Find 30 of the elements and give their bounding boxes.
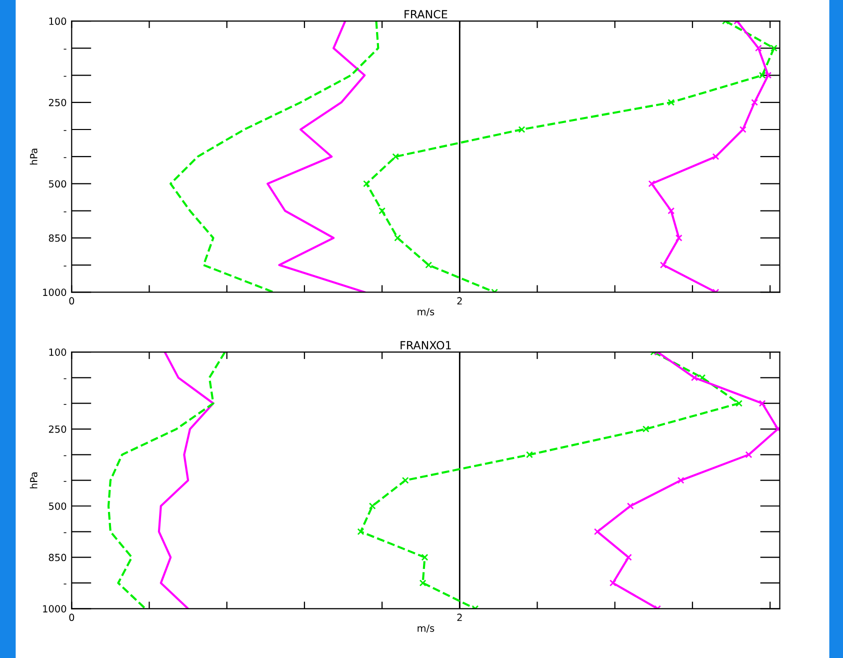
- y-tick-label: -: [64, 211, 66, 212]
- x-tick-label: 2: [457, 614, 462, 621]
- y-tick-label: 250: [48, 425, 66, 433]
- chart-title: FRANXO1: [400, 341, 451, 350]
- x-axis-title: m/s: [418, 624, 434, 633]
- y-tick-label: -: [64, 76, 66, 77]
- y-axis-title: hPa: [30, 148, 38, 164]
- x-axis-title: m/s: [418, 308, 434, 316]
- y-tick-label: 850: [48, 234, 66, 242]
- y-tick-label: 1000: [43, 288, 66, 296]
- y-tick-label: 500: [48, 502, 66, 510]
- y-tick-label: -: [64, 157, 66, 158]
- x-tick-label: 0: [69, 297, 74, 305]
- y-tick-label: -: [64, 404, 66, 405]
- y-tick-label: 1000: [43, 605, 66, 612]
- y-tick-label: 250: [48, 98, 66, 106]
- y-tick-label: 850: [48, 554, 66, 562]
- y-axis-title: hPa: [30, 472, 38, 488]
- y-tick-label: -: [64, 455, 66, 456]
- y-tick-label: -: [64, 480, 66, 482]
- y-tick-label: -: [64, 130, 66, 131]
- y-tick-label: 100: [49, 348, 66, 356]
- y-tick-label: 500: [48, 180, 66, 188]
- y-tick-label: -: [64, 532, 66, 534]
- chart-title: FRANCE: [404, 10, 448, 18]
- y-tick-label: -: [64, 48, 66, 50]
- y-tick-label: 100: [49, 18, 66, 25]
- y-tick-label: -: [64, 378, 66, 380]
- x-tick-label: 0: [69, 614, 74, 622]
- x-tick-label: 2: [457, 297, 462, 304]
